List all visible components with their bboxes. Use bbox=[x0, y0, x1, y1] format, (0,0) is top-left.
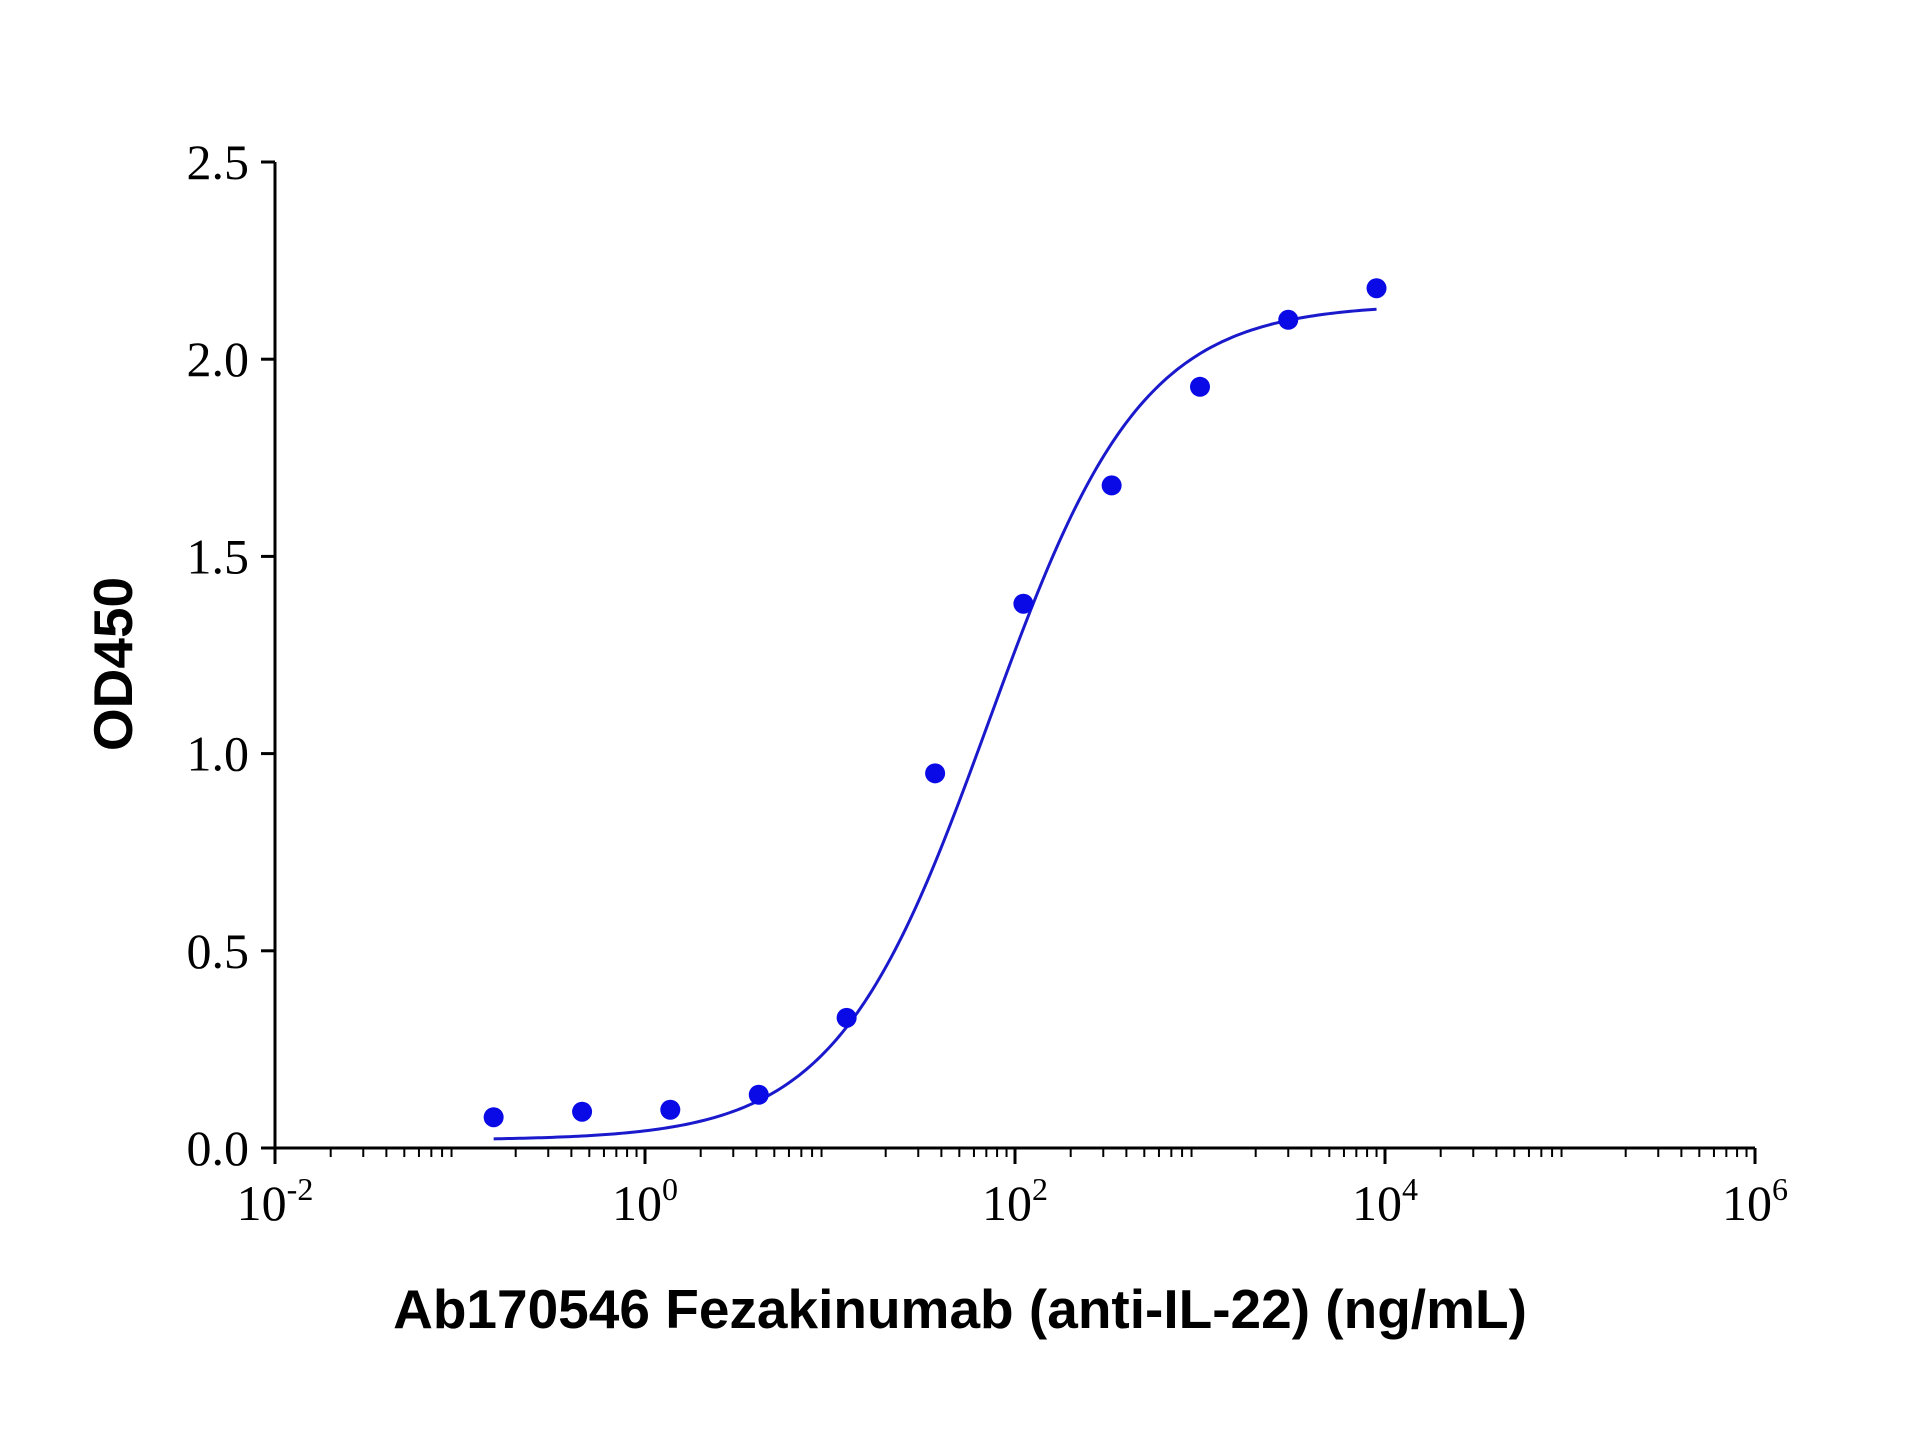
y-axis-title: OD450 bbox=[82, 577, 144, 751]
x-tick-label: 104 bbox=[1352, 1171, 1418, 1231]
y-tick-label: 2.0 bbox=[187, 331, 250, 387]
data-point bbox=[1366, 278, 1387, 299]
x-tick-label: 106 bbox=[1722, 1171, 1788, 1231]
y-tick-label: 1.5 bbox=[187, 528, 250, 584]
data-points bbox=[483, 278, 1387, 1128]
data-point bbox=[1013, 593, 1034, 614]
data-point bbox=[1190, 376, 1210, 397]
data-point bbox=[748, 1084, 769, 1105]
data-point bbox=[572, 1101, 593, 1122]
y-tick-label: 1.0 bbox=[187, 726, 250, 782]
data-point bbox=[1278, 309, 1299, 330]
ticks: 0.0 0.5 1.0 1.5 2.0 2.5 10-2 100 102 104 106 bbox=[187, 134, 1789, 1231]
y-tick-label: 0.0 bbox=[187, 1120, 250, 1176]
data-point bbox=[925, 763, 946, 784]
x-axis-title: Ab170546 Fezakinumab (anti-IL-22) (ng/mL… bbox=[393, 1278, 1527, 1340]
x-tick-label: 102 bbox=[982, 1171, 1048, 1231]
fit-curve bbox=[493, 307, 1377, 1141]
x-tick-label: 100 bbox=[612, 1171, 678, 1231]
fit-curve-group bbox=[493, 307, 1377, 1141]
data-point bbox=[483, 1107, 504, 1128]
data-point bbox=[1101, 475, 1122, 496]
y-tick-label: 2.5 bbox=[187, 134, 250, 190]
x-tick-label: 10-2 bbox=[237, 1171, 314, 1231]
data-point bbox=[836, 1007, 857, 1028]
y-tick-label: 0.5 bbox=[187, 923, 250, 979]
data-point bbox=[660, 1099, 681, 1120]
axes bbox=[273, 162, 1755, 1150]
